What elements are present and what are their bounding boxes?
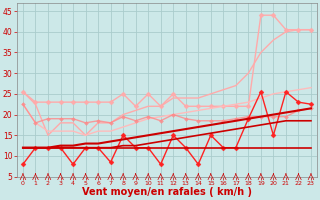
X-axis label: Vent moyen/en rafales ( km/h ): Vent moyen/en rafales ( km/h ) <box>82 187 252 197</box>
